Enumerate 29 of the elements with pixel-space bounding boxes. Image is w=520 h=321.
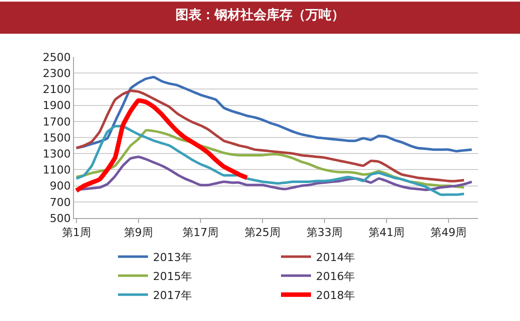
x-tick-label: 第9周	[124, 226, 153, 240]
y-tick-label: 1700	[42, 115, 71, 128]
legend-label: 2014年	[316, 250, 355, 264]
x-tick-label: 第49周	[430, 226, 467, 240]
y-tick-label: 2500	[42, 50, 71, 64]
line-series	[75, 76, 474, 152]
x-tick-label: 第33周	[306, 226, 342, 240]
y-tick-label: 1300	[42, 147, 71, 160]
x-tick-label: 第17周	[182, 226, 218, 240]
legend-label: 2018年	[316, 288, 355, 302]
line-series	[74, 98, 250, 193]
y-tick-label: 1100	[42, 164, 71, 177]
y-tick-label: 500	[50, 212, 71, 225]
y-tick-label: 700	[50, 196, 71, 209]
line-series	[75, 90, 466, 182]
line-series	[75, 124, 466, 196]
legend-label: 2013年	[153, 250, 192, 264]
chart-title: 图表：钢材社会库存（万吨）	[176, 6, 344, 23]
y-tick-label: 900	[50, 180, 71, 193]
x-tick-label: 第25周	[244, 226, 280, 240]
x-tick-label: 第41周	[368, 226, 404, 240]
y-tick-label: 1500	[42, 131, 71, 144]
legend-label: 2015年	[153, 270, 192, 283]
y-tick-label: 1900	[42, 99, 71, 112]
y-tick-label: 2300	[42, 66, 71, 80]
x-tick-label: 第1周	[62, 226, 91, 240]
legend-label: 2017年	[153, 288, 192, 302]
y-tick-label: 2100	[42, 83, 71, 96]
legend-label: 2016年	[316, 270, 355, 283]
